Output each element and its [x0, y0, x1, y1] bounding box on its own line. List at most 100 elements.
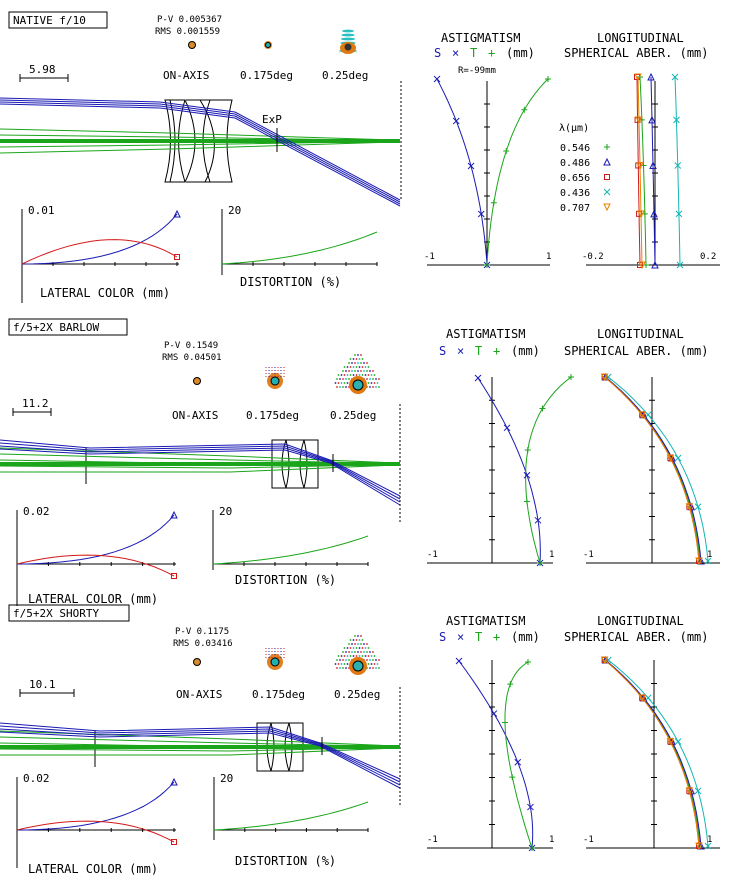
spherical-marker — [636, 162, 644, 170]
spherical-marker — [638, 261, 646, 270]
legend-t: T — [475, 630, 482, 644]
spherical-marker — [671, 73, 679, 81]
spherical-curve-4 — [637, 76, 643, 266]
tangential-curve — [486, 78, 549, 266]
spherical-marker — [694, 503, 702, 511]
spherical-max: 1 — [707, 550, 712, 560]
tangential-curve — [504, 661, 533, 849]
lateral-color-max: 0.02 — [23, 772, 50, 785]
spot-edge-field — [334, 354, 380, 394]
spherical-marker — [647, 72, 655, 81]
panel-title-box — [8, 604, 130, 622]
spherical-curve-2 — [604, 659, 700, 847]
scale-bar-label: 5.98 — [29, 63, 56, 76]
wavelength-legend-marker — [604, 174, 610, 180]
panel-title-box — [8, 11, 108, 29]
tangential-marker — [523, 498, 530, 505]
on-axis-rays — [0, 730, 401, 756]
lateral-color-blue — [21, 213, 178, 265]
tangential-marker — [568, 374, 574, 380]
spot-mid-field — [264, 41, 272, 49]
tangential-marker — [507, 681, 514, 688]
tangential-marker — [539, 405, 546, 412]
astigmatism-units: (mm) — [511, 344, 540, 358]
tangential-marker — [521, 106, 528, 113]
sagittal-marker — [455, 657, 463, 665]
spherical-curve-3 — [607, 659, 709, 847]
spherical-curve-3 — [607, 376, 709, 562]
distortion-curve — [212, 535, 369, 565]
lateral-color-max: 0.01 — [28, 204, 55, 217]
sagittal-marker — [477, 210, 485, 218]
off-axis-rays — [0, 97, 401, 207]
wavelength-legend-item: 0.486 — [560, 158, 590, 169]
astigmatism-max: 1 — [549, 550, 554, 560]
astigmatism-title: ASTIGMATISM — [446, 327, 525, 341]
astigmatism-max: 1 — [546, 252, 551, 262]
field-label-edge: 0.25deg — [334, 688, 380, 701]
spherical-marker — [638, 694, 646, 702]
spherical-min: -1 — [583, 835, 594, 845]
tangential-curve — [525, 376, 572, 564]
sagittal-curve — [458, 660, 534, 849]
legend-plus: + — [488, 46, 495, 60]
lateral-color-red-marker — [174, 254, 180, 260]
astigmatism-min: -1 — [427, 835, 438, 845]
spherical-marker — [644, 694, 652, 702]
spherical-marker — [650, 209, 658, 218]
pv-value: P-V 0.1549 — [164, 341, 218, 351]
lateral-color-blue-marker — [170, 510, 178, 519]
lateral-color-blue — [16, 514, 175, 565]
astigmatism-units: (mm) — [506, 46, 535, 60]
field-label-mid: 0.175deg — [246, 409, 299, 422]
field-label-edge: 0.25deg — [322, 69, 368, 82]
spherical-marker — [674, 454, 682, 462]
spherical-marker — [666, 454, 675, 463]
tangential-marker — [509, 774, 516, 781]
spherical-marker — [673, 116, 680, 124]
on-axis-rays — [0, 128, 401, 154]
panel-title: f/5+2X SHORTY — [13, 607, 99, 620]
tangential-marker — [529, 845, 535, 851]
spherical-curve-1 — [605, 659, 702, 847]
sagittal-marker — [467, 162, 475, 170]
legend-t: T — [475, 344, 482, 358]
spherical-marker — [600, 656, 609, 665]
exit-pupil-label: ExP — [262, 113, 282, 126]
tangential-marker — [537, 560, 543, 566]
spherical-marker — [600, 373, 609, 382]
field-label-mid: 0.175deg — [252, 688, 305, 701]
lateral-color-red-marker — [171, 573, 177, 579]
legend-s: S — [439, 344, 446, 358]
spherical-marker — [634, 73, 642, 82]
wavelength-legend-marker — [604, 144, 610, 150]
pv-value: P-V 0.005367 — [157, 15, 222, 25]
spherical-marker — [649, 161, 657, 169]
spherical-subtitle: SPHERICAL ABER. (mm) — [564, 630, 709, 644]
sagittal-curve — [436, 78, 488, 266]
sagittal-marker — [490, 710, 498, 717]
tangential-marker — [503, 148, 510, 154]
field-label-on-axis: ON-AXIS — [172, 409, 218, 422]
sagittal-curve — [477, 377, 541, 564]
spot-mid-field — [265, 367, 285, 389]
spherical-title: LONGITUDINAL — [597, 614, 684, 628]
sagittal-marker — [534, 516, 542, 524]
lateral-color-red — [16, 554, 175, 577]
spherical-marker — [666, 738, 675, 746]
scale-bar-label: 10.1 — [29, 678, 56, 691]
spherical-curve-0 — [639, 76, 647, 266]
spherical-title: LONGITUDINAL — [597, 327, 684, 341]
off-axis-rays — [0, 439, 401, 506]
spot-edge-field — [339, 29, 357, 54]
spherical-curve-3 — [674, 76, 681, 266]
spherical-marker — [685, 503, 694, 511]
sagittal-marker — [433, 75, 441, 83]
legend-x: × — [457, 344, 464, 358]
spherical-marker — [674, 738, 682, 745]
scale-bar-label: 11.2 — [22, 397, 49, 410]
spherical-max: 0.2 — [700, 252, 716, 262]
legend-plus: + — [493, 630, 500, 644]
legend-t: T — [470, 46, 477, 60]
